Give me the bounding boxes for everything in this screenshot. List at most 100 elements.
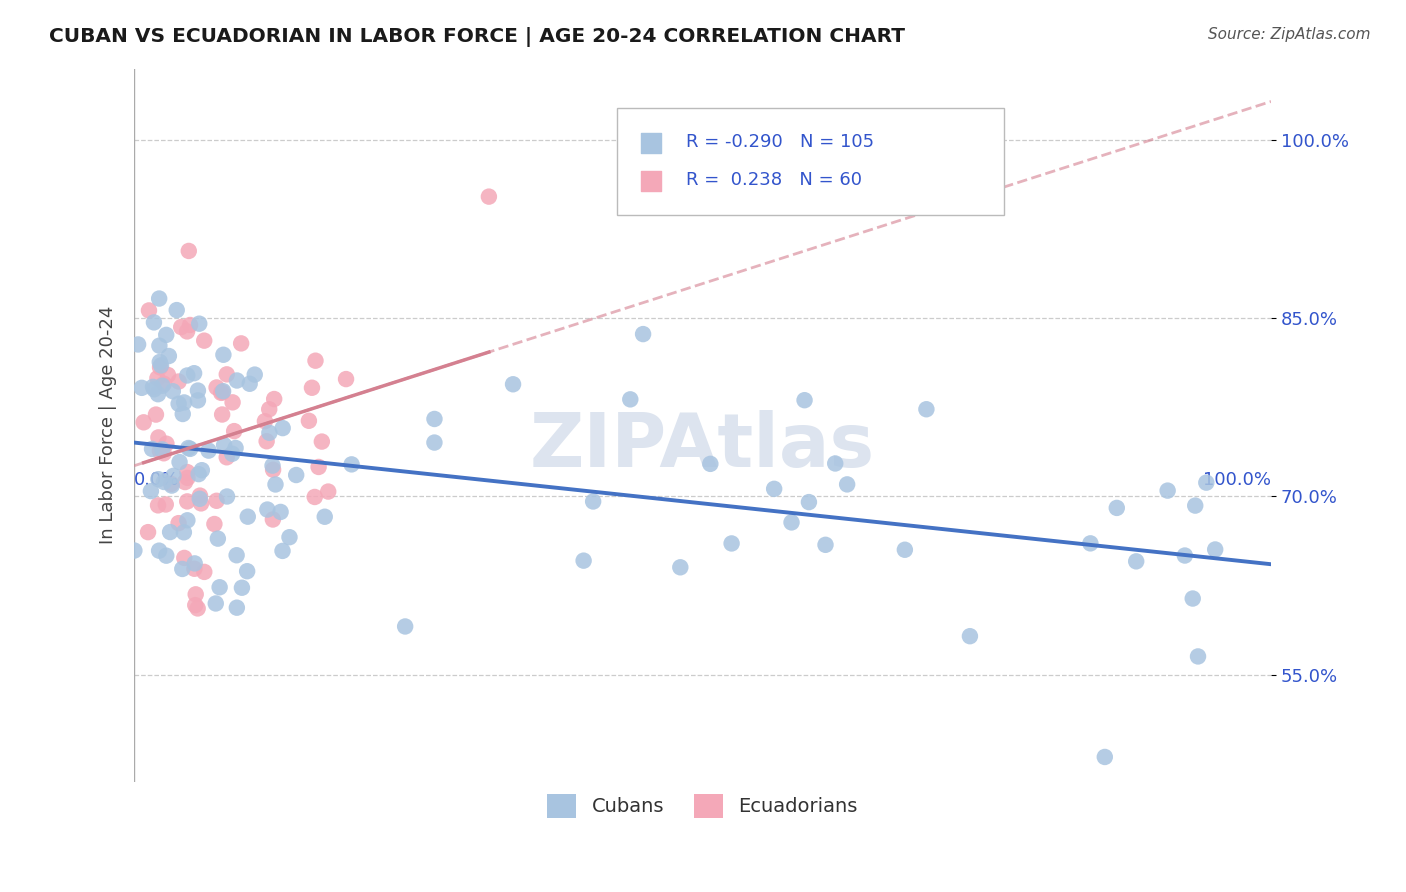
Point (1187, 649, 1209, 664)
Point (139, 484, 162, 499)
Point (208, 580, 231, 594)
Point (149, 443, 172, 458)
Point (162, 468, 184, 483)
Point (894, 542, 917, 557)
Point (152, 378, 174, 392)
Point (797, 495, 820, 509)
Point (166, 303, 188, 318)
Point (190, 496, 212, 510)
Point (153, 475, 176, 489)
Legend: Cubans, Ecuadorians: Cubans, Ecuadorians (540, 786, 866, 825)
Point (160, 476, 183, 491)
Point (173, 395, 195, 409)
Point (184, 598, 207, 612)
Point (231, 581, 253, 595)
Point (271, 421, 294, 435)
Point (837, 477, 859, 491)
Point (256, 434, 278, 449)
Point (394, 619, 416, 633)
Point (316, 484, 339, 499)
Point (167, 375, 190, 389)
Point (1156, 483, 1178, 498)
Point (176, 513, 198, 527)
Point (478, 189, 501, 203)
Point (285, 468, 308, 483)
Point (212, 348, 235, 362)
Point (155, 498, 177, 512)
Point (179, 442, 201, 456)
Point (209, 385, 232, 400)
Point (301, 381, 323, 395)
Point (211, 385, 233, 400)
Point (224, 424, 246, 438)
Point (159, 524, 181, 539)
Point (423, 412, 446, 426)
Point (502, 377, 524, 392)
FancyBboxPatch shape (617, 108, 1004, 215)
Point (1204, 542, 1226, 557)
Point (959, 629, 981, 643)
Point (143, 382, 166, 396)
Point (264, 477, 287, 491)
Point (236, 509, 259, 524)
Point (146, 499, 169, 513)
Point (142, 380, 165, 394)
Point (262, 463, 284, 477)
Point (193, 565, 215, 579)
Text: ZIPAtlas: ZIPAtlas (530, 410, 875, 483)
Point (187, 601, 209, 615)
Point (669, 560, 692, 574)
Point (572, 554, 595, 568)
Point (231, 336, 253, 351)
Point (640, 256, 662, 270)
Point (1094, 750, 1116, 764)
Point (793, 393, 815, 408)
Point (631, 327, 654, 342)
Point (187, 467, 209, 482)
Point (335, 372, 357, 386)
Point (176, 325, 198, 339)
Point (157, 349, 180, 363)
Point (148, 472, 170, 486)
Point (188, 491, 211, 506)
Point (149, 355, 172, 369)
Point (423, 435, 446, 450)
Point (263, 392, 285, 406)
Point (149, 360, 172, 375)
Point (212, 384, 235, 399)
Point (187, 393, 209, 408)
Point (215, 450, 238, 465)
Text: 0.0%: 0.0% (134, 472, 180, 490)
Point (150, 442, 173, 457)
Text: 100.0%: 100.0% (1204, 472, 1271, 490)
Y-axis label: In Labor Force | Age 20-24: In Labor Force | Age 20-24 (100, 306, 117, 544)
Point (145, 408, 167, 422)
Point (211, 408, 233, 422)
Point (259, 425, 281, 440)
Point (173, 550, 195, 565)
Point (763, 482, 786, 496)
Point (239, 376, 262, 391)
Point (153, 376, 176, 391)
Point (152, 446, 174, 460)
Point (155, 549, 177, 563)
Point (183, 557, 205, 571)
Point (176, 368, 198, 383)
Point (167, 516, 190, 530)
Point (148, 543, 170, 558)
Point (172, 407, 194, 421)
Point (270, 505, 292, 519)
Point (262, 458, 284, 473)
Point (1181, 591, 1204, 606)
Point (148, 339, 170, 353)
Point (1184, 499, 1206, 513)
Point (160, 478, 183, 492)
Point (170, 320, 193, 334)
Point (780, 516, 803, 530)
Point (197, 443, 219, 458)
Point (179, 318, 201, 332)
Text: CUBAN VS ECUADORIAN IN LABOR FORCE | AGE 20-24 CORRELATION CHART: CUBAN VS ECUADORIAN IN LABOR FORCE | AGE… (49, 27, 905, 46)
Point (173, 525, 195, 540)
Point (262, 512, 284, 526)
Point (1080, 536, 1102, 550)
